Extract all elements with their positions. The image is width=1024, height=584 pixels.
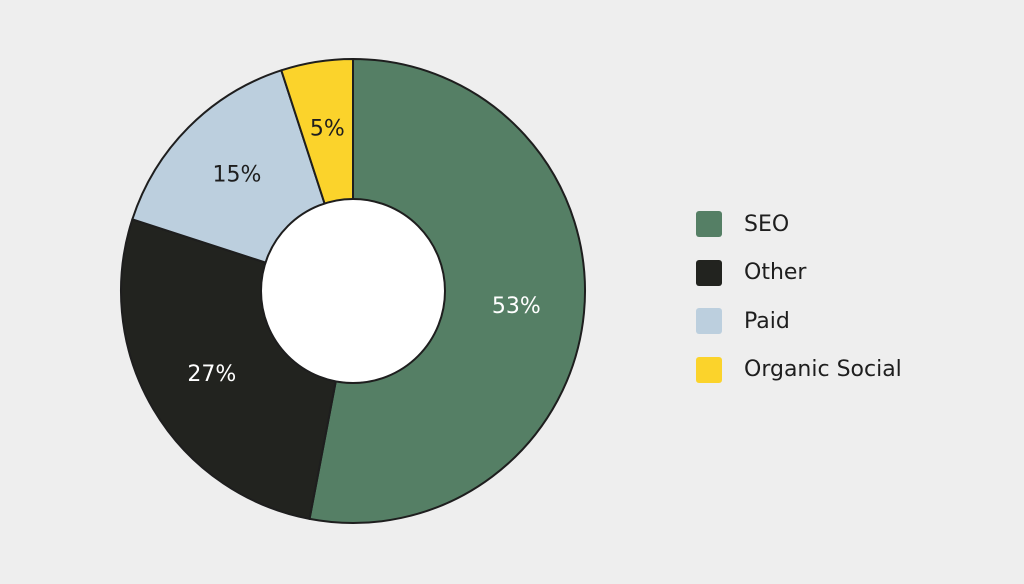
- legend-swatch-seo: [696, 211, 722, 238]
- legend-item-seo: SEO: [696, 200, 902, 249]
- data-label-seo: 53%: [492, 294, 541, 319]
- legend-swatch-paid: [696, 308, 722, 335]
- legend-label-seo: SEO: [744, 211, 790, 237]
- donut-hole: [260, 198, 446, 384]
- legend-item-organic-social: Organic Social: [696, 346, 902, 395]
- data-label-organic-social: 5%: [310, 117, 345, 142]
- legend: SEO Other Paid Organic Social: [696, 200, 902, 394]
- donut-slices: [119, 58, 586, 524]
- legend-swatch-organic-social: [696, 356, 722, 383]
- legend-label-organic-social: Organic Social: [744, 357, 902, 383]
- data-label-other: 27%: [187, 362, 236, 387]
- data-label-paid: 15%: [213, 163, 262, 188]
- legend-label-other: Other: [744, 260, 807, 286]
- data-labels: 53% 27% 15% 5%: [187, 117, 540, 388]
- legend-label-paid: Paid: [744, 308, 790, 334]
- legend-item-paid: Paid: [696, 297, 902, 346]
- legend-item-other: Other: [696, 249, 902, 298]
- legend-swatch-other: [696, 259, 722, 286]
- slice-seo: [308, 58, 586, 524]
